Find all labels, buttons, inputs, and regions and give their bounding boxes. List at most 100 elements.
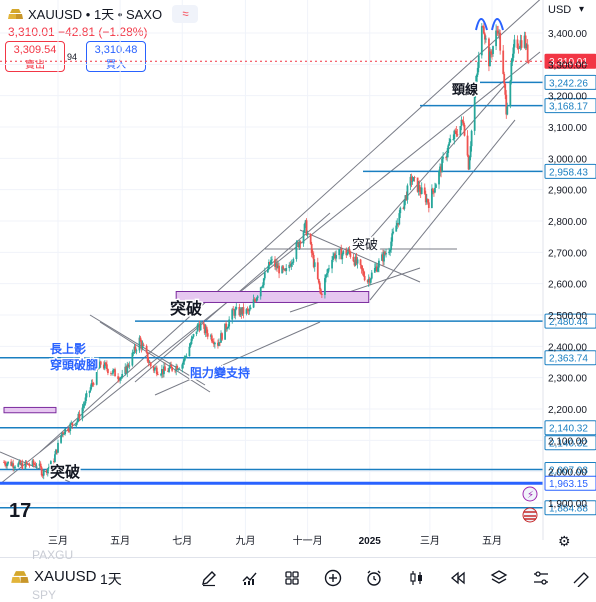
candle-body xyxy=(359,259,362,266)
candle-body xyxy=(145,345,148,353)
layers-icon[interactable] xyxy=(487,566,511,590)
candle-body xyxy=(192,334,195,337)
candle-body xyxy=(134,346,137,351)
candle-body xyxy=(362,270,365,276)
candle-body xyxy=(219,342,221,343)
alarm-clock-icon[interactable] xyxy=(362,566,386,590)
candle-body xyxy=(4,462,6,465)
candle-body xyxy=(523,35,526,48)
candle-body xyxy=(288,264,291,269)
pencil-icon[interactable] xyxy=(197,566,221,590)
chart-annotation: 阻力變支持 xyxy=(190,365,250,380)
candle-body xyxy=(262,278,265,286)
candle-body xyxy=(138,337,141,351)
tradingview-logo: 17 xyxy=(9,500,31,522)
candle-body xyxy=(510,62,513,81)
ruler-icon[interactable] xyxy=(570,566,592,590)
candle-body xyxy=(339,248,342,250)
settings-sliders-icon[interactable] xyxy=(529,566,553,590)
buy-button[interactable]: 3,310.48 買入 xyxy=(86,41,146,72)
candle-body xyxy=(433,191,435,193)
price-tag xyxy=(544,163,596,179)
candle-body xyxy=(54,454,56,462)
candle-body xyxy=(90,382,93,388)
y-tick-label: 2,300.00 xyxy=(548,374,587,385)
candle-body xyxy=(140,341,143,349)
symbol-title: XAUUSD • 1天 • SAXO xyxy=(28,7,163,22)
candle-body xyxy=(85,393,88,398)
candle-body xyxy=(317,278,320,283)
wedge-line-2 xyxy=(299,229,421,283)
candle-body xyxy=(416,177,419,192)
candle-body xyxy=(341,253,344,260)
candle-body xyxy=(188,346,191,357)
candle-body xyxy=(163,366,165,375)
candle-body xyxy=(183,356,186,362)
candle-body xyxy=(385,253,387,255)
candle-body xyxy=(355,256,358,264)
add-circle-icon[interactable] xyxy=(321,566,345,590)
candle-body xyxy=(110,373,112,374)
candle-body xyxy=(13,467,16,469)
indicators-icon[interactable] xyxy=(238,566,262,590)
candle-body xyxy=(276,263,278,269)
price-tag xyxy=(544,350,596,366)
candle-body xyxy=(89,387,92,391)
candle-body xyxy=(14,466,17,468)
candle-body xyxy=(459,125,462,136)
price-chart[interactable]: 3,310.01 3,242.26 3,168.17 2,958.43 2,480.44… xyxy=(0,0,596,557)
candle-body xyxy=(176,366,179,370)
sell-button[interactable]: 3,309.54 賣出 xyxy=(5,41,65,72)
candle-body xyxy=(396,223,399,226)
candle-body xyxy=(40,467,43,476)
candle-body xyxy=(373,267,376,273)
layout-grid-icon[interactable] xyxy=(280,566,304,590)
candle-body xyxy=(191,336,194,339)
chevron-down-icon[interactable]: ▾ xyxy=(579,4,585,15)
candle-body xyxy=(335,255,338,259)
price-tag xyxy=(544,53,596,69)
candle-body xyxy=(83,403,86,406)
symbol-selector[interactable]: XAUUSD xyxy=(11,568,97,585)
gear-icon[interactable]: ⚙ xyxy=(558,533,571,549)
candle-body xyxy=(382,254,384,262)
candle-body xyxy=(316,262,319,279)
candle-body xyxy=(328,268,330,270)
candle-body xyxy=(305,220,308,236)
currency-selector[interactable]: USD xyxy=(548,4,572,16)
candle-body xyxy=(446,153,449,158)
y-tick-label: 2,100.00 xyxy=(548,436,587,447)
candle-body xyxy=(392,231,395,234)
interval-selector[interactable]: 1天 xyxy=(100,571,122,587)
candle-body xyxy=(503,73,506,84)
wave-icon[interactable]: ≈ xyxy=(172,4,199,23)
candle-body xyxy=(135,350,138,352)
candle-body xyxy=(124,366,127,374)
price-tag-label: 1,884.88 xyxy=(549,504,588,515)
candle-body xyxy=(395,225,398,232)
symbol-row[interactable]: XAUUSD • 1天 • SAXO ≈ xyxy=(8,4,199,23)
candle-body xyxy=(203,324,206,334)
price-tag xyxy=(544,74,596,90)
candle-body xyxy=(442,157,444,159)
ghost-symbol-bottom: SPY xyxy=(32,588,57,602)
y-tick-label: 2,000.00 xyxy=(548,468,587,479)
candle-body xyxy=(61,432,63,436)
sell-price: 3,309.54 xyxy=(13,44,57,56)
replay-icon[interactable] xyxy=(446,566,470,590)
price-tag xyxy=(544,435,596,451)
candle-body xyxy=(206,333,209,337)
candle-body xyxy=(277,265,279,269)
candle-body xyxy=(154,367,157,369)
price-tag xyxy=(544,500,596,516)
candle-body xyxy=(103,362,106,369)
candle-body xyxy=(473,96,476,131)
candle-body xyxy=(99,361,102,365)
price-tag-label: 2,480.44 xyxy=(549,317,588,328)
candle-body xyxy=(405,195,408,200)
candles-icon[interactable] xyxy=(405,566,429,590)
candle-body xyxy=(404,195,407,201)
candle-body xyxy=(213,342,216,345)
candle-body xyxy=(19,460,22,465)
candle-body xyxy=(281,266,284,274)
